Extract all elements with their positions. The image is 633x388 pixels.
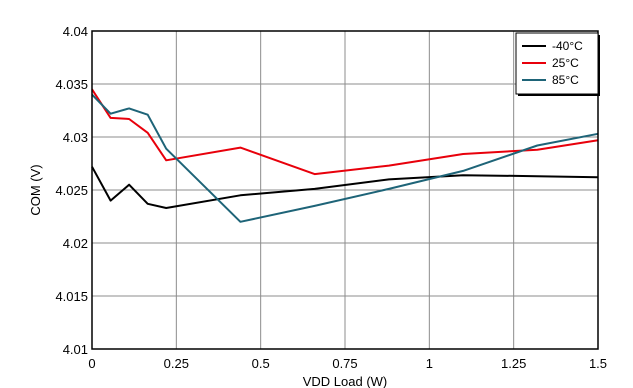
y-axis-label: COM (V) [28,164,43,215]
x-tick-label: 0.75 [332,356,357,371]
legend-label: 85°C [552,73,579,87]
series-group [91,88,599,223]
x-tick-labels: 0 0.25 0.5 0.75 1 1.25 1.5 [88,356,607,371]
legend: -40°C 25°C 85°C [515,32,600,96]
x-axis-label: VDD Load (W) [303,374,388,388]
y-tick-label: 4.03 [63,130,88,145]
y-tick-label: 4.01 [63,342,88,357]
y-tick-label: 4.015 [55,289,88,304]
x-tick-label: 0 [88,356,95,371]
legend-label: -40°C [552,39,583,53]
series-line-2 [91,93,599,223]
x-tick-label: 1 [426,356,433,371]
x-tick-label: 1.5 [589,356,607,371]
series-line-1 [91,88,599,176]
plot-frame [91,30,599,350]
y-tick-label: 4.04 [63,24,88,39]
legend-label: 25°C [552,56,579,70]
y-tick-label: 4.02 [63,236,88,251]
series-line-0 [91,166,599,209]
y-tick-labels: 4.01 4.015 4.02 4.025 4.03 4.035 4.04 [55,24,88,357]
x-tick-label: 0.25 [164,356,189,371]
x-tick-label: 0.5 [252,356,270,371]
y-tick-label: 4.025 [55,183,88,198]
y-tick-label: 4.035 [55,77,88,92]
x-tick-label: 1.25 [501,356,526,371]
